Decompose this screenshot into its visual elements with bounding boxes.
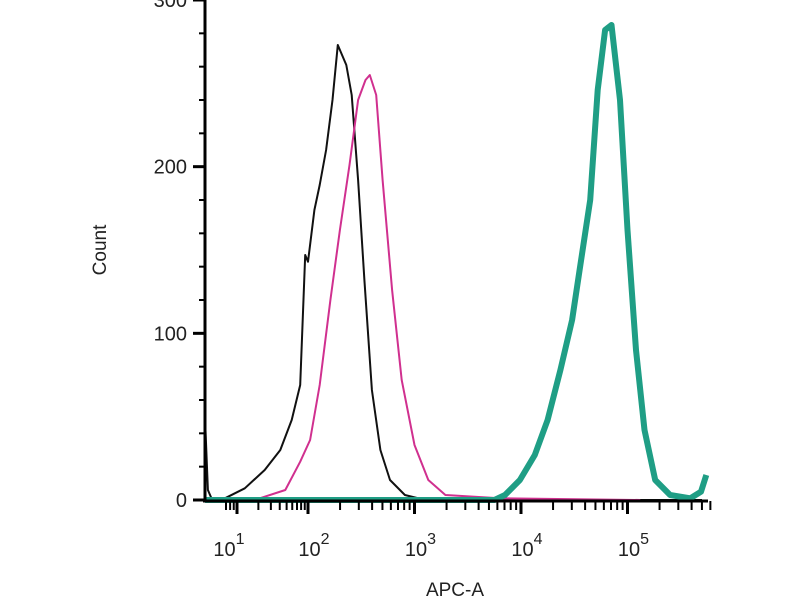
y-axis-title: Count xyxy=(90,224,111,275)
x-axis-title: APC-A xyxy=(426,580,484,600)
x-tick-exponent: 1 xyxy=(236,531,245,548)
x-tick-base: 10 xyxy=(213,539,235,561)
x-tick-base: 10 xyxy=(298,539,320,561)
x-tick-label: 104 xyxy=(511,531,542,561)
x-tick-base: 10 xyxy=(511,539,533,561)
x-tick-label: 101 xyxy=(213,531,244,561)
y-tick-label: 100 xyxy=(154,323,187,345)
x-tick-exponent: 3 xyxy=(427,531,436,548)
x-tick-exponent: 4 xyxy=(534,531,543,548)
y-tick-label: 0 xyxy=(176,490,187,512)
x-tick-base: 10 xyxy=(405,539,427,561)
x-tick-label: 102 xyxy=(298,531,329,561)
series-line-magenta xyxy=(205,74,641,501)
x-ticks: 101 102 103 104 105 xyxy=(213,501,712,561)
x-tick-exponent: 2 xyxy=(321,531,330,548)
y-tick-label: 200 xyxy=(154,157,187,179)
y-tick-label: 300 xyxy=(154,0,187,12)
x-tick-exponent: 5 xyxy=(640,531,649,548)
series-line-black xyxy=(204,44,702,501)
y-ticks: 0 100 200 300 xyxy=(154,0,205,512)
x-tick-label: 103 xyxy=(405,531,436,561)
series-line-teal xyxy=(205,22,710,503)
x-tick-base: 10 xyxy=(618,539,640,561)
x-tick-label: 105 xyxy=(618,531,649,561)
series-layer xyxy=(204,22,710,503)
